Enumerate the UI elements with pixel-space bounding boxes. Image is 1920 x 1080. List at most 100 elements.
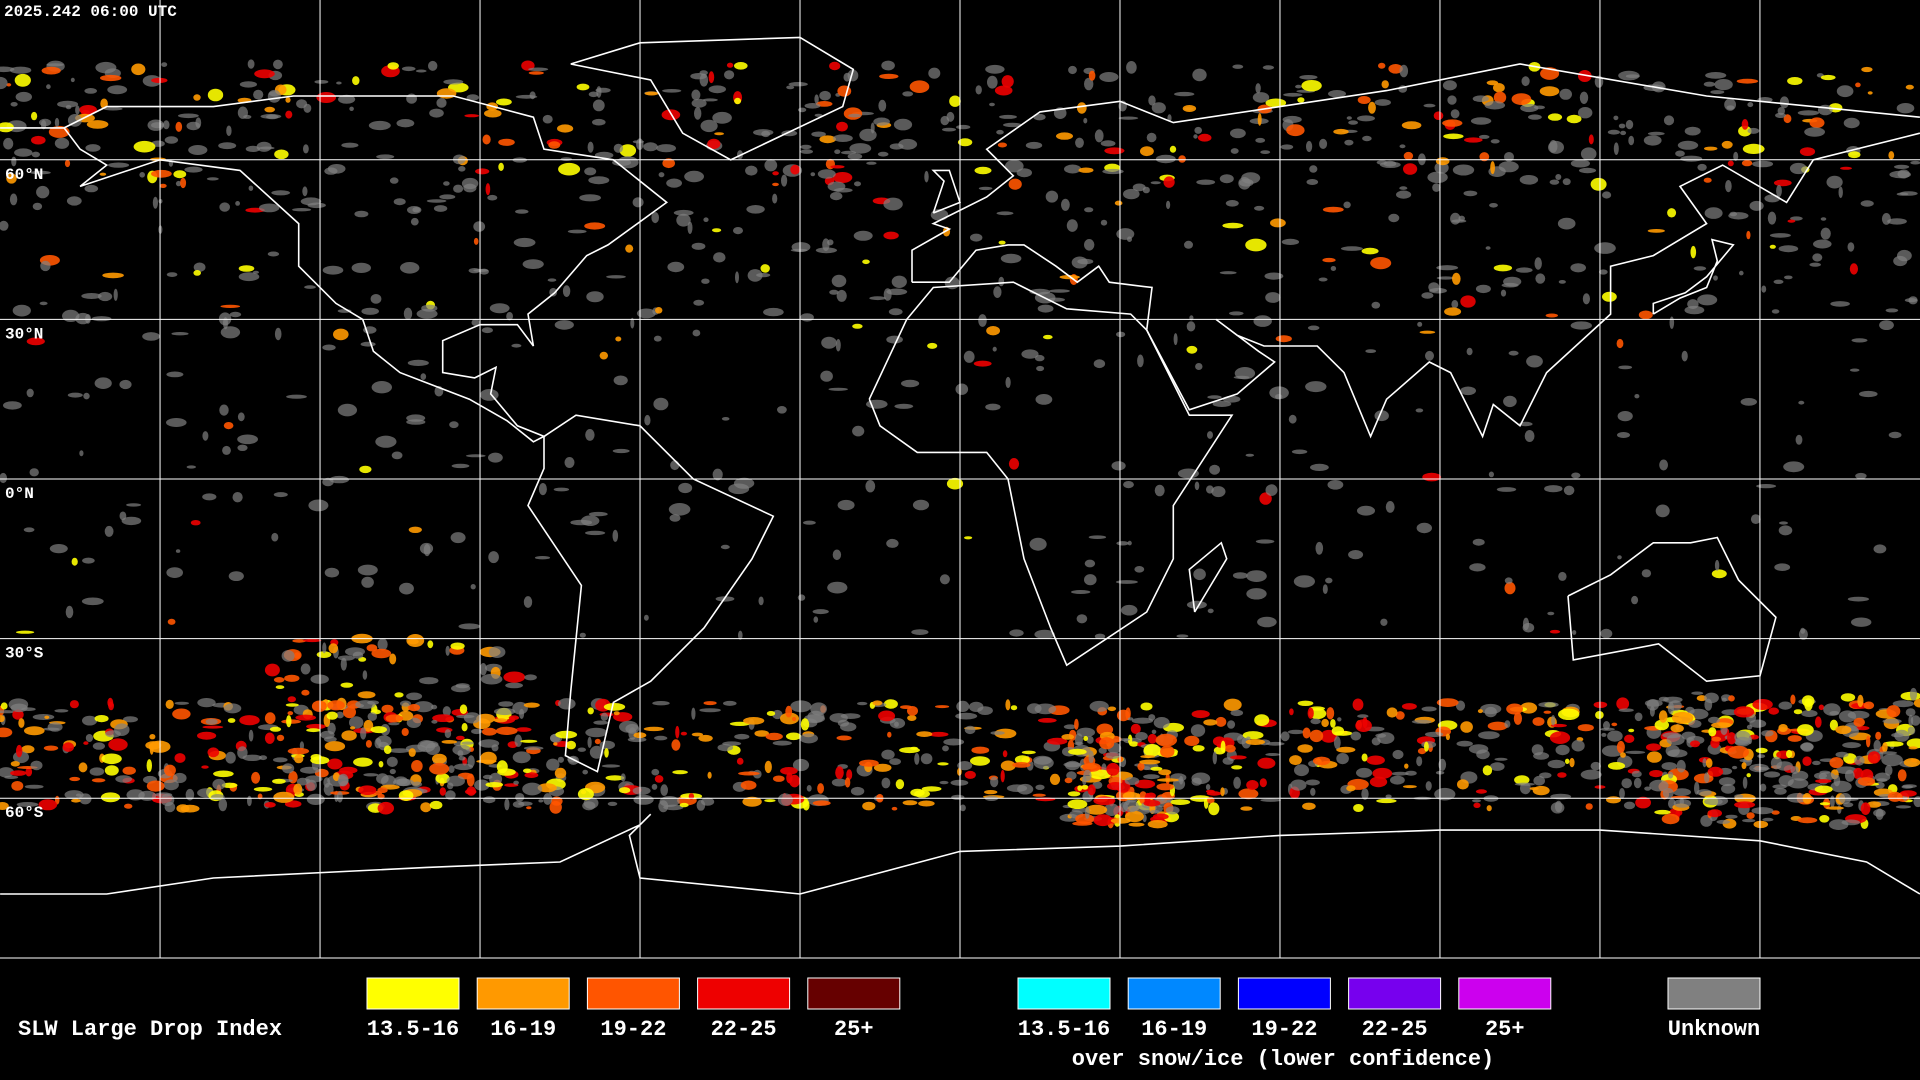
cloud-patch — [1565, 758, 1570, 764]
cloud-patch — [850, 786, 865, 796]
cloud-patch — [889, 718, 906, 729]
cloud-patch — [1613, 115, 1619, 121]
cloud-patch — [1275, 335, 1292, 343]
cloud-patch — [1083, 117, 1088, 124]
cloud-patch — [1684, 305, 1705, 315]
cloud-patch — [1021, 349, 1039, 359]
cloud-patch — [190, 520, 201, 526]
cloud-patch — [292, 208, 312, 212]
cloud-patch — [1798, 628, 1808, 640]
cloud-patch — [493, 718, 508, 723]
cloud-patch — [883, 197, 903, 211]
cloud-patch — [354, 210, 369, 218]
cloud-patch — [1484, 706, 1497, 718]
cloud-patch — [398, 790, 414, 801]
cloud-patch — [612, 448, 630, 454]
cloud-patch — [0, 702, 8, 710]
cloud-patch — [341, 142, 359, 148]
cloud-patch — [1714, 559, 1720, 571]
cloud-patch — [870, 122, 875, 134]
cloud-patch — [877, 151, 889, 157]
cloud-patch — [1386, 707, 1398, 718]
cloud-patch — [998, 240, 1006, 245]
cloud-patch — [513, 237, 536, 248]
cloud-patch — [1417, 321, 1423, 327]
cloud-patch — [1350, 731, 1362, 741]
cloud-patch — [449, 421, 459, 429]
cloud-patch — [1741, 762, 1747, 770]
cloud-patch — [1826, 175, 1843, 189]
cloud-patch — [1122, 792, 1140, 800]
cloud-patch — [1835, 725, 1852, 735]
cloud-patch — [1370, 257, 1392, 270]
cloud-patch — [165, 699, 174, 710]
cloud-patch — [1538, 701, 1559, 708]
coastline — [63, 95, 669, 443]
cloud-patch — [946, 477, 964, 490]
cloud-patch — [197, 698, 216, 708]
cloud-patch — [212, 778, 226, 790]
legend-swatch — [1458, 977, 1552, 1010]
cloud-patch — [1255, 539, 1275, 544]
cloud-patch — [326, 711, 338, 720]
cloud-patch — [57, 100, 79, 108]
cloud-patch — [107, 85, 128, 95]
cloud-patch — [1147, 733, 1158, 744]
cloud-patch — [557, 756, 565, 763]
cloud-patch — [1784, 275, 1793, 280]
cloud-patch — [1460, 721, 1473, 733]
cloud-patch — [740, 780, 757, 790]
cloud-patch — [1625, 119, 1634, 130]
cloud-patch — [1170, 799, 1191, 805]
cloud-patch — [1220, 787, 1225, 797]
cloud-patch — [772, 171, 779, 176]
cloud-patch — [1084, 806, 1090, 819]
cloud-patch — [1150, 766, 1163, 771]
cloud-patch — [164, 801, 176, 813]
cloud-patch — [1192, 745, 1205, 752]
cloud-patch — [720, 544, 730, 550]
cloud-patch — [1688, 719, 1702, 728]
cloud-patch — [566, 740, 576, 750]
cloud-patch — [1084, 77, 1094, 91]
legend-swatch — [807, 977, 901, 1010]
cloud-patch — [126, 789, 145, 801]
cloud-patch — [470, 584, 476, 590]
cloud-patch — [765, 732, 783, 741]
cloud-patch — [247, 59, 255, 69]
cloud-patch — [564, 457, 575, 468]
cloud-patch — [273, 59, 283, 70]
cloud-patch — [1105, 751, 1121, 759]
cloud-patch — [1773, 179, 1792, 187]
cloud-patch — [1618, 365, 1633, 370]
cloud-patch — [237, 746, 248, 759]
cloud-patch — [338, 94, 356, 104]
cloud-patch — [83, 741, 89, 745]
cloud-patch — [1814, 785, 1833, 794]
cloud-patch — [329, 475, 350, 484]
cloud-patch — [1432, 183, 1441, 192]
cloud-patch — [1229, 755, 1247, 760]
cloud-patch — [837, 85, 852, 97]
cloud-patch — [997, 142, 1008, 148]
cloud-patch — [1288, 414, 1297, 424]
cloud-patch — [1855, 726, 1870, 731]
cloud-patch — [1733, 706, 1755, 718]
cloud-patch — [0, 472, 7, 484]
cloud-patch — [185, 788, 195, 801]
cloud-patch — [812, 609, 829, 615]
cloud-patch — [1815, 716, 1822, 728]
cloud-patch — [819, 90, 831, 101]
cloud-patch — [336, 81, 342, 85]
cloud-patch — [1009, 629, 1024, 637]
cloud-patch — [585, 727, 608, 738]
cloud-patch — [123, 716, 138, 723]
cloud-patch — [694, 107, 702, 120]
cloud-patch — [1111, 461, 1126, 471]
cloud-patch — [1625, 750, 1646, 755]
cloud-patch — [1830, 795, 1835, 808]
cloud-patch — [834, 149, 841, 154]
cloud-patch — [1064, 164, 1082, 174]
cloud-patch — [46, 63, 64, 67]
cloud-patch — [951, 794, 965, 801]
